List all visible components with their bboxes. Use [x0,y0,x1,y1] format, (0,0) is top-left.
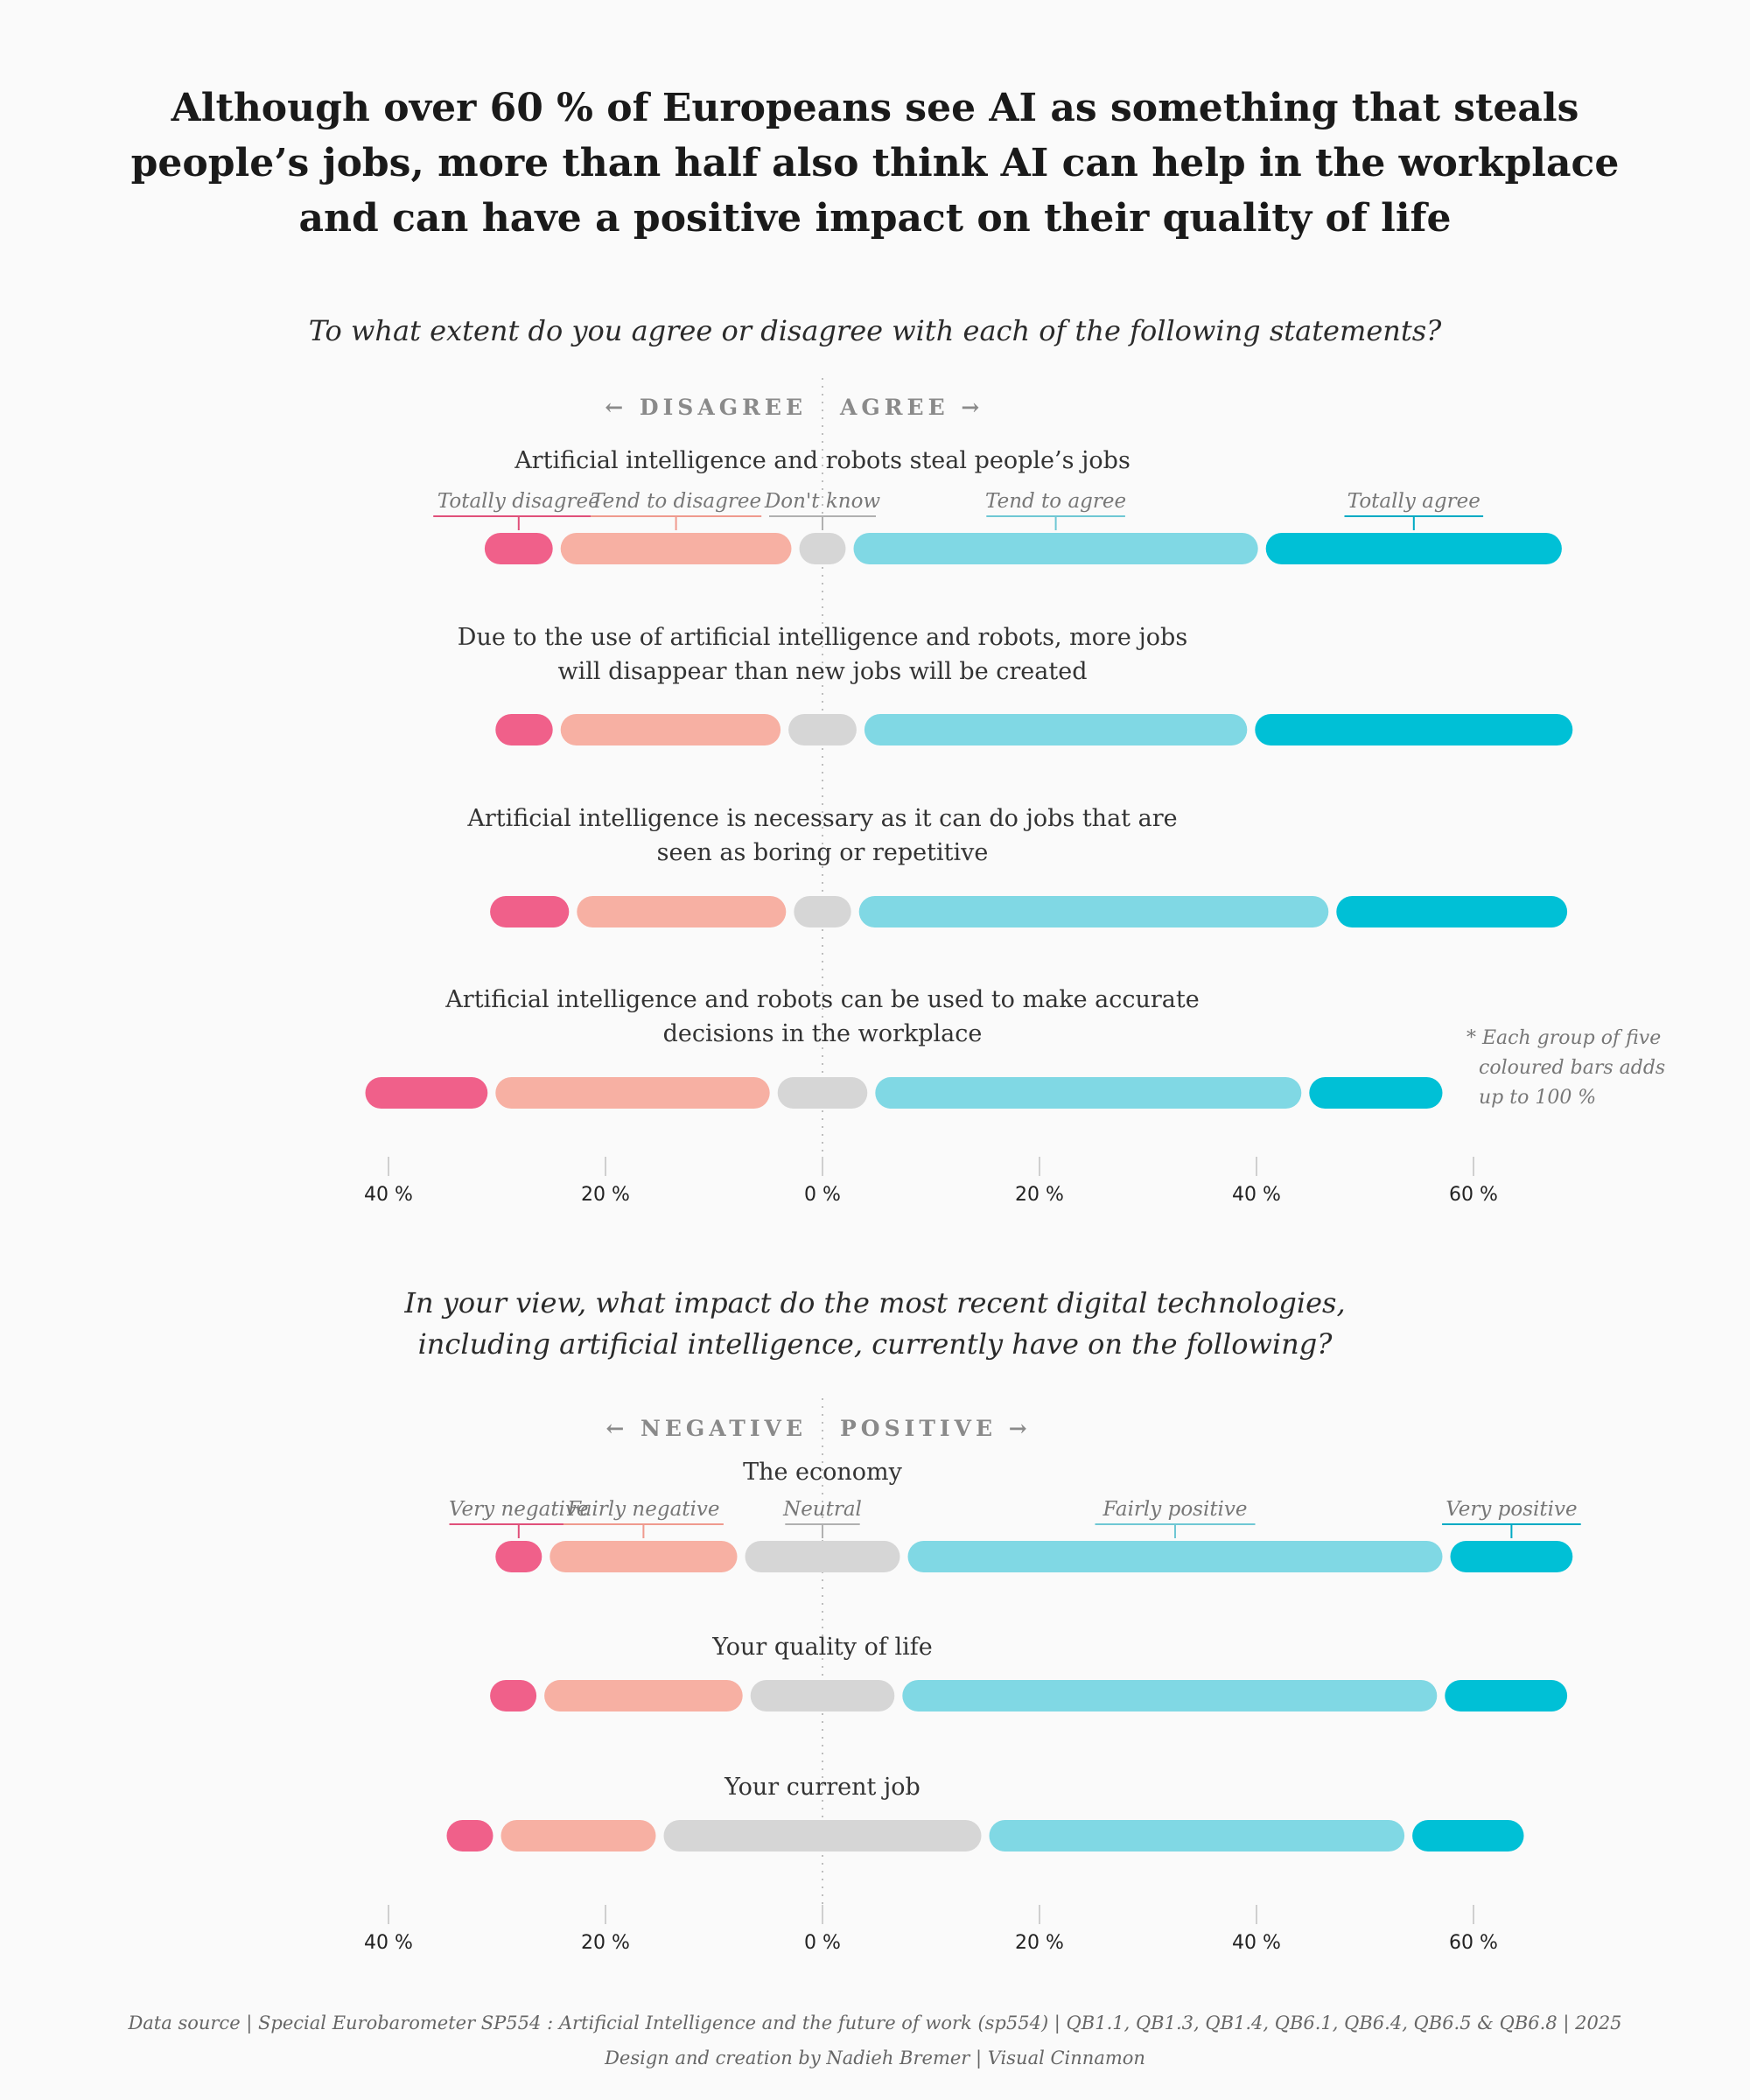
title-line: people’s jobs, more than half also think… [130,141,1620,186]
footnote-line: coloured bars adds [1479,1057,1665,1079]
question-line: including artificial intelligence, curre… [417,1327,1333,1361]
category-label: Fairly positive [1102,1498,1247,1521]
bar-very-negative [490,1680,537,1712]
data-source: Data source | Special Eurobarometer SP55… [128,2012,1622,2034]
bar-fairly-positive [989,1820,1405,1852]
bar-tend-to-agree [853,533,1258,564]
x-tick-label: 40 % [1232,1184,1281,1206]
row-label: Due to the use of artificial intelligenc… [458,624,1187,651]
bar-fairly-positive [907,1541,1443,1572]
bar-don-t-know [794,896,851,928]
title-line: Although over 60 % of Europeans see AI a… [171,86,1579,130]
x-tick-label: 20 % [581,1932,630,1954]
x-tick-label: 20 % [1015,1932,1064,1954]
row-label: decisions in the workplace [663,1020,983,1047]
bar-very-positive [1412,1820,1524,1852]
bar-totally-disagree [490,896,570,928]
category-label: Don't know [764,490,881,513]
row-label: Artificial intelligence and robots steal… [514,447,1130,474]
bar-very-negative [495,1541,542,1572]
bar-tend-to-disagree [495,1077,770,1109]
bar-neutral [750,1680,895,1712]
row-label: Artificial intelligence is necessary as … [466,805,1177,832]
bar-very-negative [446,1820,494,1852]
bar-tend-to-agree [864,714,1248,746]
bar-totally-disagree [495,714,553,746]
bar-fairly-negative [544,1680,743,1712]
bar-very-positive [1450,1541,1573,1572]
bar-neutral [745,1541,900,1572]
bar-totally-disagree [484,533,553,564]
x-tick-label: 20 % [1015,1184,1064,1206]
x-tick-label: 20 % [581,1184,630,1206]
bar-fairly-positive [902,1680,1438,1712]
bar-very-positive [1445,1680,1568,1712]
bar-don-t-know [799,533,846,564]
x-tick-label: 0 % [804,1932,841,1954]
question-2: In your view, what impact do the most re… [0,1283,1750,1365]
x-tick-label: 60 % [1449,1184,1498,1206]
x-tick-label: 40 % [1232,1932,1281,1954]
row-label: Artificial intelligence and robots can b… [444,986,1199,1013]
chart-title: Although over 60 % of Europeans see AI a… [0,80,1750,246]
bar-totally-agree [1265,533,1562,564]
x-tick-label: 0 % [804,1184,841,1206]
bar-tend-to-disagree [560,714,781,746]
x-tick-label: 40 % [364,1932,413,1954]
bar-tend-to-disagree [560,533,792,564]
footnote-line: up to 100 % [1479,1087,1596,1109]
bar-totally-agree [1309,1077,1443,1109]
category-label: Tend to agree [985,490,1126,513]
row-label: seen as boring or repetitive [657,839,989,866]
question-1: To what extent do you agree or disagree … [0,311,1750,352]
category-label: Very positive [1446,1498,1577,1521]
bar-fairly-negative [500,1820,656,1852]
title-line: and can have a positive impact on their … [298,196,1452,241]
bar-don-t-know [788,714,857,746]
direction-label-negative: ← DISAGREE [605,395,807,420]
x-tick-label: 40 % [364,1184,413,1206]
x-tick-label: 60 % [1449,1932,1498,1954]
category-label: Totally disagree [438,490,600,513]
category-label: Tend to disagree [591,490,761,513]
footnote-line: * Each group of five [1466,1027,1661,1049]
bar-totally-agree [1336,896,1568,928]
bar-don-t-know [777,1077,868,1109]
bar-totally-disagree [365,1077,488,1109]
category-label: Neutral [782,1498,862,1521]
bar-totally-agree [1255,714,1573,746]
question-line: In your view, what impact do the most re… [404,1286,1346,1320]
bar-tend-to-disagree [577,896,787,928]
category-label: Totally agree [1348,490,1480,513]
row-label: Your current job [724,1774,920,1801]
credit: Design and creation by Nadieh Bremer | V… [605,2048,1145,2068]
direction-label-positive: POSITIVE → [840,1416,1032,1441]
row-label: The economy [743,1459,903,1486]
question-line: To what extent do you agree or disagree … [308,314,1442,347]
row-label: Your quality of life [711,1634,932,1661]
bar-fairly-negative [550,1541,738,1572]
bar-neutral [663,1820,982,1852]
bar-tend-to-agree [858,896,1329,928]
category-label: Very negative [449,1498,588,1521]
direction-label-positive: AGREE → [839,395,984,420]
row-label: will disappear than new jobs will be cre… [558,658,1088,685]
category-label: Fairly negative [566,1498,719,1521]
direction-label-negative: ← NEGATIVE [606,1416,807,1441]
bar-tend-to-agree [875,1077,1302,1109]
